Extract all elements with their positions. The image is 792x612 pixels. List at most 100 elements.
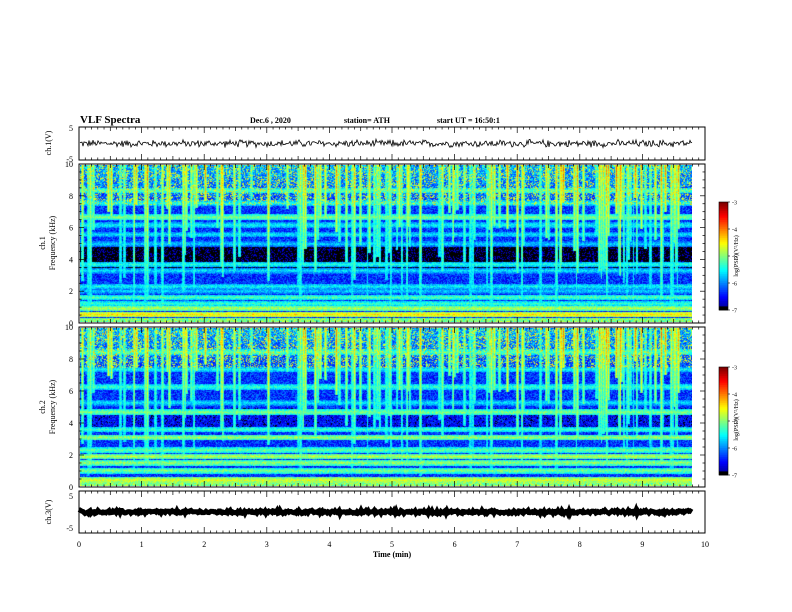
ch1-spectrogram-image bbox=[80, 165, 692, 322]
colorbar-segment bbox=[719, 308, 728, 311]
time-tick-label: 0 bbox=[77, 540, 81, 549]
colorbar-segment bbox=[719, 388, 728, 391]
colorbar-segment bbox=[719, 394, 728, 397]
colorbar-segment bbox=[719, 403, 728, 406]
colorbar-segment bbox=[719, 261, 728, 264]
colorbar-tick-label: -7 bbox=[732, 474, 737, 480]
colorbar-segment bbox=[719, 202, 728, 205]
ch1-spectrogram-panel: 0 2 4 6 8 10 ch.1 Frequency (kHz) bbox=[38, 160, 706, 328]
colorbar-segment bbox=[719, 212, 728, 215]
colorbar-segment bbox=[719, 426, 728, 429]
colorbar-segment bbox=[719, 367, 728, 370]
frequency-tick-label: 6 bbox=[69, 387, 73, 396]
time-axis-tick-labels: 0 1 2 3 4 5 6 7 8 9 10 bbox=[77, 540, 709, 549]
time-tick-label: 7 bbox=[515, 540, 519, 549]
colorbar-segment bbox=[719, 257, 728, 260]
colorbar-segment bbox=[719, 292, 728, 295]
colorbar-segment bbox=[719, 412, 728, 415]
colorbar-tick-label: -5 bbox=[732, 255, 737, 261]
header-station: station= ATH bbox=[344, 116, 391, 125]
colorbar-segment bbox=[719, 473, 728, 476]
ch1-spectrogram-channel-label: ch.1 bbox=[38, 236, 47, 250]
colorbar-segment bbox=[719, 238, 728, 241]
ch1-waveform-panel: 5 -5 ch.1(V) bbox=[44, 124, 706, 164]
colorbar-segment bbox=[719, 245, 728, 248]
colorbar-segment bbox=[719, 457, 728, 460]
colorbar-segment bbox=[719, 207, 728, 210]
colorbar-segment bbox=[719, 241, 728, 244]
frequency-tick-label: 2 bbox=[69, 287, 73, 296]
colorbar-segment bbox=[719, 272, 728, 275]
ch3-waveform-trace bbox=[77, 502, 694, 521]
colorbar-segment bbox=[719, 270, 728, 273]
frequency-tick-label: 6 bbox=[69, 224, 73, 233]
colorbar-tick-label: -3 bbox=[732, 201, 737, 207]
colorbar-segment bbox=[719, 216, 728, 219]
header-date: Dec.6 , 2020 bbox=[250, 116, 291, 125]
colorbar-segment bbox=[719, 417, 728, 420]
ch1-ytick-bottom: -5 bbox=[66, 155, 73, 164]
colorbar-segment bbox=[719, 386, 728, 389]
colorbar-segment bbox=[719, 301, 728, 304]
colorbar-segment bbox=[719, 422, 728, 425]
ch2-spectrogram-image bbox=[80, 328, 692, 486]
colorbar-segment bbox=[719, 223, 728, 226]
colorbar-segment bbox=[719, 252, 728, 255]
colorbar-segment bbox=[719, 381, 728, 384]
frequency-tick-label: 4 bbox=[69, 255, 73, 264]
frequency-tick-label: 8 bbox=[69, 355, 73, 364]
colorbar-segment bbox=[719, 467, 728, 470]
colorbar-segment bbox=[719, 464, 728, 467]
colorbar-segment bbox=[719, 293, 728, 296]
colorbar-segment bbox=[719, 397, 728, 400]
colorbar-segment bbox=[719, 430, 728, 433]
colorbar-segment bbox=[719, 277, 728, 280]
colorbar-segment bbox=[719, 424, 728, 427]
colorbar-segment bbox=[719, 408, 728, 411]
time-tick-label: 1 bbox=[140, 540, 144, 549]
colorbar-segment bbox=[719, 218, 728, 221]
ch2-frequency-ticks: 0 2 4 6 8 10 bbox=[65, 323, 705, 492]
colorbar-segment bbox=[719, 306, 728, 309]
figure-title: VLF Spectra bbox=[80, 114, 141, 126]
colorbar-segment bbox=[719, 221, 728, 224]
colorbar-segment bbox=[719, 297, 728, 300]
ch3-ytick-bottom: -5 bbox=[66, 524, 73, 533]
colorbar-segment bbox=[719, 455, 728, 458]
time-axis-label: Time (min) bbox=[373, 550, 412, 559]
colorbar-segment bbox=[719, 281, 728, 284]
colorbar-segment bbox=[719, 383, 728, 386]
colorbar-segment bbox=[719, 374, 728, 377]
colorbar-segment bbox=[719, 385, 728, 388]
time-tick-label: 3 bbox=[265, 540, 269, 549]
colorbar-segment bbox=[719, 410, 728, 413]
time-tick-label: 4 bbox=[327, 540, 331, 549]
colorbar-segment bbox=[719, 203, 728, 206]
colorbar-segment bbox=[719, 243, 728, 246]
colorbar-segment bbox=[719, 431, 728, 434]
frequency-tick-label: 4 bbox=[69, 419, 73, 428]
ch1-ytick-top: 5 bbox=[69, 124, 73, 133]
colorbar-segment bbox=[719, 229, 728, 232]
colorbar-segment bbox=[719, 419, 728, 422]
ch2-colorbar: -3 -4 -5 -6 -7 bbox=[718, 366, 737, 480]
ch2-spectrogram-panel: 0 2 4 6 8 10 ch.2 Frequency (kHz) bbox=[38, 323, 706, 492]
colorbar-segment bbox=[719, 444, 728, 447]
colorbar-segment bbox=[719, 379, 728, 382]
colorbar-segment bbox=[719, 439, 728, 442]
colorbar-segment bbox=[719, 225, 728, 228]
colorbar-segment bbox=[719, 288, 728, 291]
colorbar-segment bbox=[719, 266, 728, 269]
colorbar-segment bbox=[719, 415, 728, 418]
frequency-tick-label: 2 bbox=[69, 451, 73, 460]
ch1-colorbar: -3 -4 -5 -6 -7 bbox=[718, 201, 737, 315]
colorbar-segment bbox=[719, 247, 728, 250]
ch2-spectrogram-channel-label: ch.2 bbox=[38, 400, 47, 414]
ch2-frequency-axis-label: Frequency (kHz) bbox=[48, 379, 57, 434]
ch1-frequency-ticks: 0 2 4 6 8 10 bbox=[65, 160, 705, 328]
colorbar-segment bbox=[719, 263, 728, 266]
colorbar-segment bbox=[719, 453, 728, 456]
header-start-time: start UT = 16:50:1 bbox=[437, 116, 500, 125]
colorbar-segment bbox=[719, 268, 728, 271]
